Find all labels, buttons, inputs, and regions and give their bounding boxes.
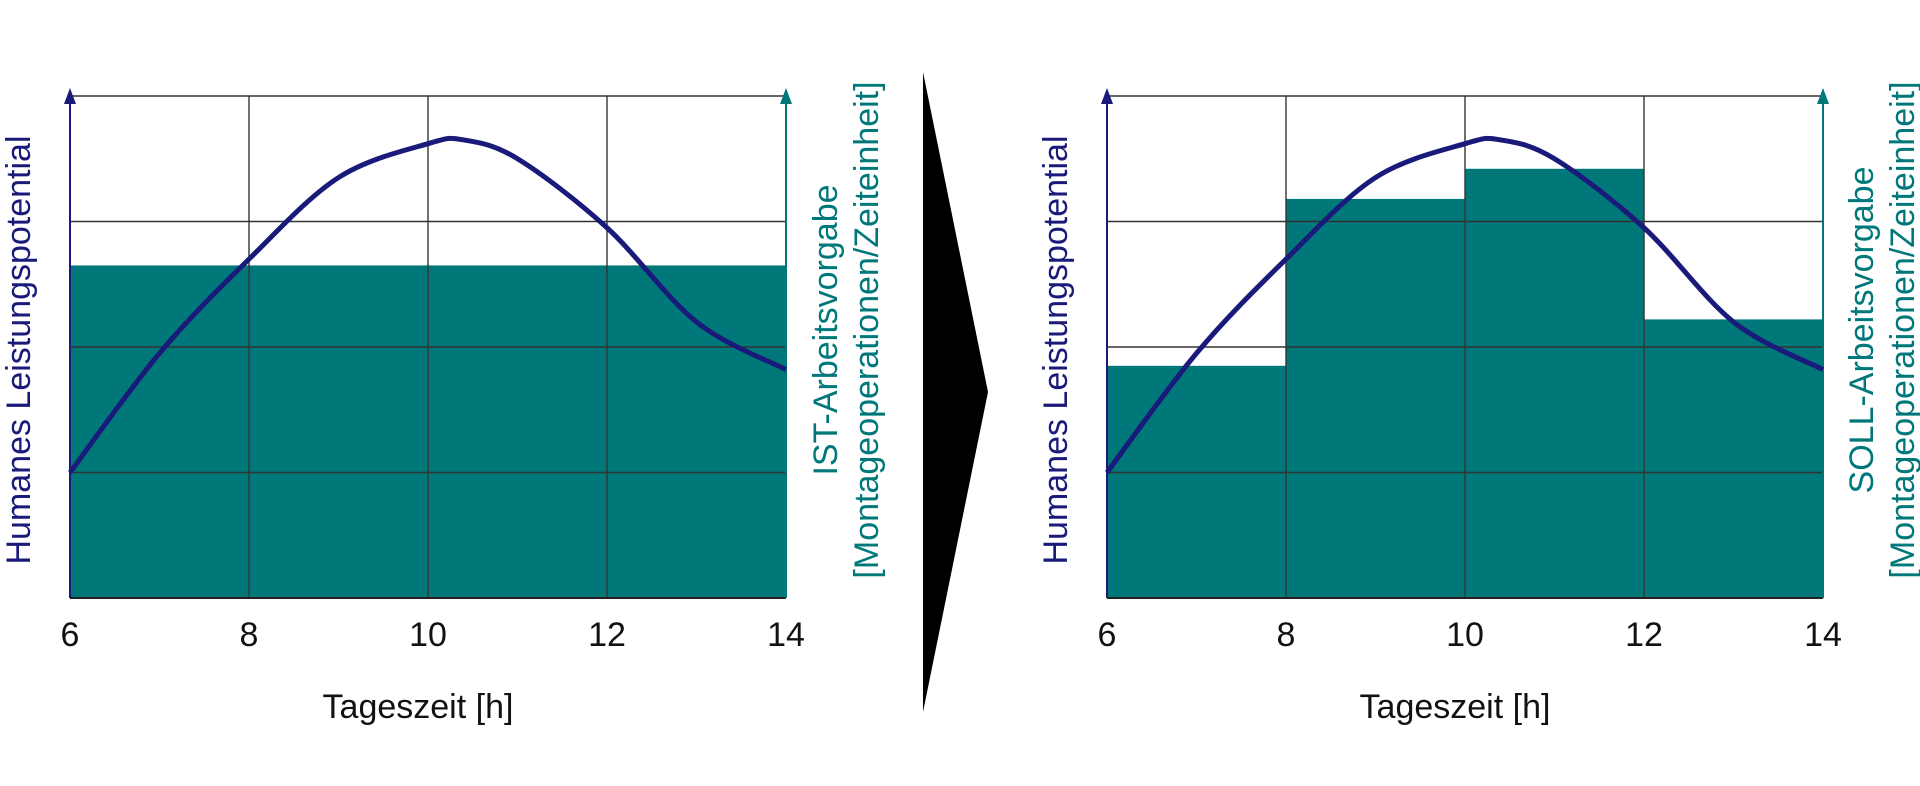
- curve-group: [68, 135, 788, 475]
- left-axis-arrowhead: [64, 88, 76, 104]
- x-tick-label-6: 6: [61, 616, 80, 654]
- axes-group: [64, 88, 792, 599]
- performance-curve: [68, 135, 788, 475]
- xtick-group: 6 8 10 12 14: [1098, 616, 1842, 654]
- right-axis-arrowhead: [1817, 88, 1829, 104]
- y-axis-label-right-line1: SOLL-Arbeitsvorgabe: [1843, 167, 1881, 494]
- x-axis-label: Tageszeit [h]: [1360, 688, 1551, 726]
- y-axis-label-right-line1: IST-Arbeitsvorgabe: [807, 184, 845, 475]
- x-tick-label-6: 6: [1098, 616, 1117, 654]
- x-tick-label-10: 10: [409, 616, 447, 654]
- transition-arrow: [923, 72, 988, 712]
- grid-group: [1107, 95, 1823, 598]
- chart-ist: 6 8 10 12 14 Tageszeit [h] Humanes Leistungs…: [0, 81, 886, 726]
- x-axis-label: Tageszeit [h]: [323, 688, 514, 726]
- x-tick-label-8: 8: [1277, 616, 1296, 654]
- x-tick-label-12: 12: [1625, 616, 1663, 654]
- grid-group: [70, 95, 786, 598]
- right-axis-arrowhead: [780, 88, 792, 104]
- x-tick-label-14: 14: [767, 616, 805, 654]
- y-axis-label-left: Humanes Leistungspotential: [0, 135, 38, 564]
- y-axis-label-right-line2: [Montageoperationen/Zeiteinheit]: [848, 81, 886, 578]
- x-tick-label-8: 8: [240, 616, 259, 654]
- x-tick-label-14: 14: [1804, 616, 1842, 654]
- curve-group: [1105, 135, 1825, 475]
- xtick-group: 6 8 10 12 14: [61, 616, 805, 654]
- y-axis-label-right-line2: [Montageoperationen/Zeiteinheit]: [1884, 81, 1920, 578]
- x-tick-label-10: 10: [1446, 616, 1484, 654]
- bar-0: [1107, 365, 1286, 598]
- axes-group: [1101, 88, 1829, 599]
- bar-3: [1644, 319, 1823, 598]
- chart-soll: 6 8 10 12 14 Tageszeit [h] Humanes Leistungs…: [1037, 81, 1920, 726]
- y-axis-label-left: Humanes Leistungspotential: [1037, 135, 1075, 564]
- performance-curve: [1105, 135, 1825, 475]
- left-axis-arrowhead: [1101, 88, 1113, 104]
- x-tick-label-12: 12: [588, 616, 626, 654]
- bar-1: [1286, 198, 1465, 598]
- bars-group: [1107, 168, 1823, 599]
- bar-2: [1465, 168, 1644, 599]
